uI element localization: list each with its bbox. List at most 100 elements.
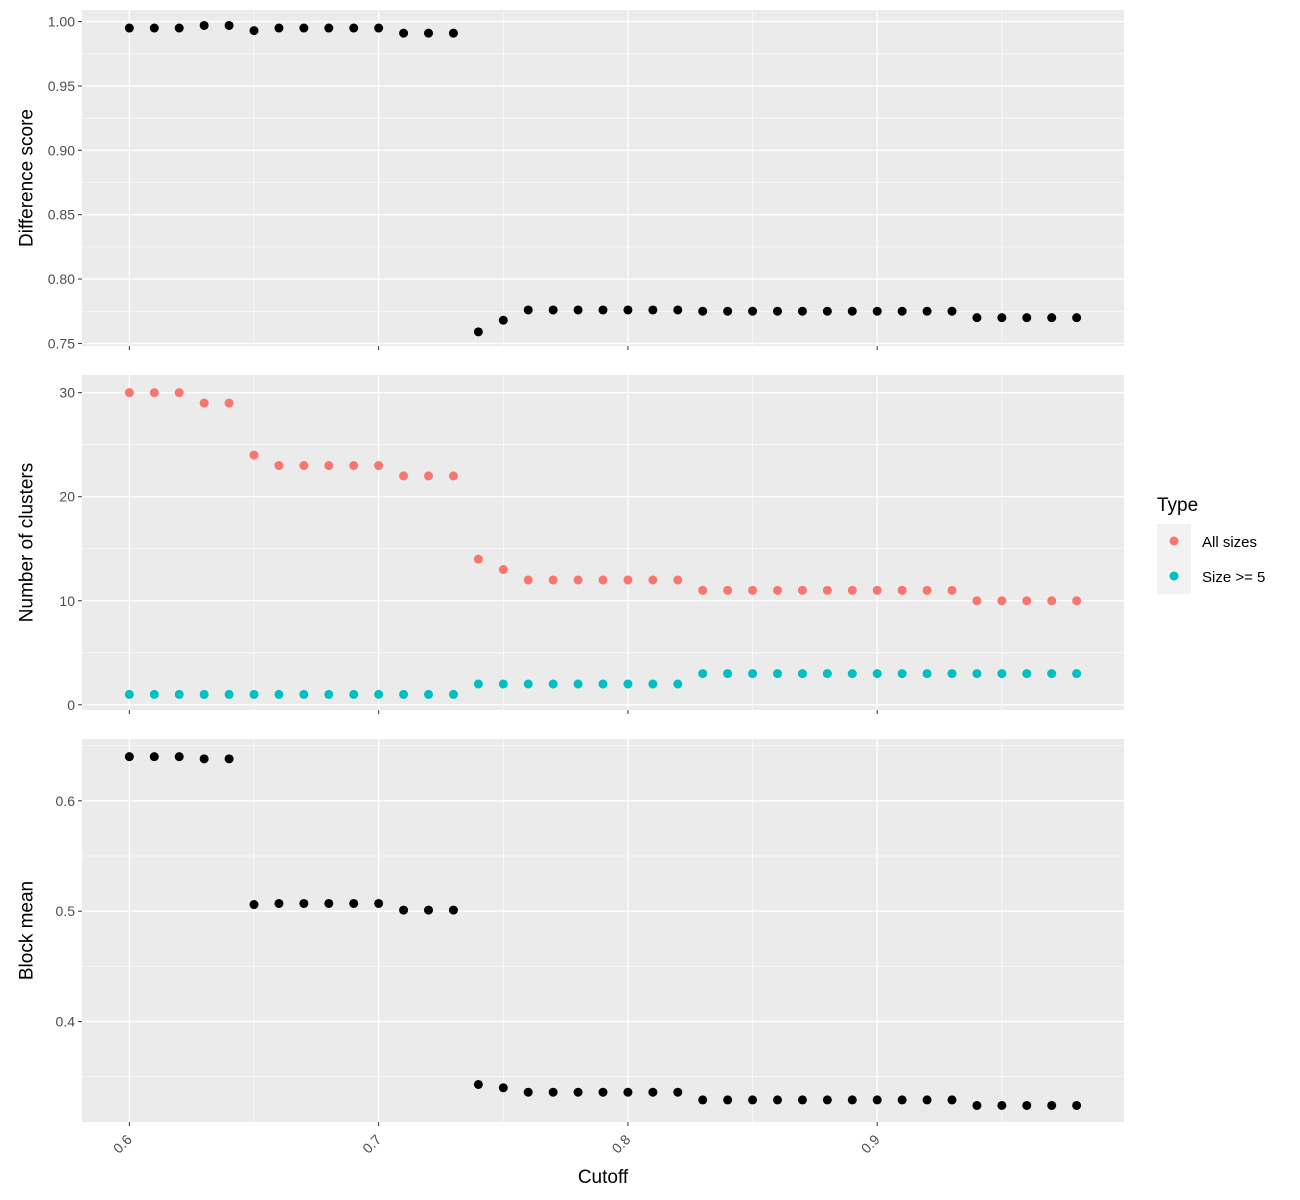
data-point-all-sizes: [573, 575, 583, 585]
data-point-series-1: [349, 898, 359, 908]
data-point-series-1: [897, 1095, 907, 1105]
data-point-size-5: [448, 689, 458, 699]
data-point-size-5: [199, 689, 209, 699]
data-point-series-1: [598, 1087, 608, 1097]
x-axis-title: Cutoff: [578, 1167, 629, 1188]
data-point-all-sizes: [1022, 596, 1032, 606]
data-point-series-1: [548, 305, 558, 315]
y-axis-title: Number of clusters: [17, 463, 38, 622]
data-point-series-1: [748, 1095, 758, 1105]
data-point-series-1: [498, 1083, 508, 1093]
x-tick-label: 0.6: [110, 1131, 135, 1156]
data-point-all-sizes: [698, 585, 708, 595]
data-point-size-5: [897, 669, 907, 679]
data-point-series-1: [448, 905, 458, 915]
data-point-all-sizes: [723, 585, 733, 595]
data-point-series-1: [872, 306, 882, 316]
data-point-all-sizes: [748, 585, 758, 595]
data-point-size-5: [698, 669, 708, 679]
data-point-all-sizes: [772, 585, 782, 595]
legend-key-size-ge-5: [1169, 571, 1179, 581]
data-point-size-5: [673, 679, 683, 689]
y-tick-label: 0.80: [48, 271, 75, 287]
data-point-size-5: [648, 679, 658, 689]
panel-2: 0 10 20 30 Number of clusters: [17, 375, 1124, 714]
data-point-series-1: [772, 1095, 782, 1105]
data-point-series-1: [299, 23, 309, 33]
data-point-size-5: [822, 669, 832, 679]
data-point-series-1: [573, 1087, 583, 1097]
data-point-size-5: [374, 689, 384, 699]
data-point-size-5: [1047, 669, 1057, 679]
data-point-series-1: [149, 752, 159, 762]
data-point-series-1: [623, 1087, 633, 1097]
data-point-series-1: [1047, 1100, 1057, 1110]
data-point-all-sizes: [623, 575, 633, 585]
data-point-all-sizes: [897, 585, 907, 595]
data-point-series-1: [548, 1087, 558, 1097]
data-point-series-1: [997, 1100, 1007, 1110]
data-point-series-1: [623, 305, 633, 315]
data-point-size-5: [623, 679, 633, 689]
data-point-size-5: [249, 689, 259, 699]
y-tick-label: 30: [59, 385, 75, 401]
data-point-size-5: [349, 689, 359, 699]
data-point-size-5: [224, 689, 234, 699]
y-tick-label: 0.75: [48, 335, 75, 351]
x-tick-label: 0.7: [359, 1131, 384, 1156]
y-tick-label: 0.90: [48, 142, 75, 158]
data-point-size-5: [299, 689, 309, 699]
data-point-size-5: [399, 689, 409, 699]
y-tick-label: 0.95: [48, 78, 75, 94]
y-tick-label: 0.6: [56, 793, 76, 809]
data-point-all-sizes: [972, 596, 982, 606]
data-point-series-1: [224, 754, 234, 764]
panel-background: [82, 739, 1124, 1122]
data-point-all-sizes: [648, 575, 658, 585]
x-tick-label: 0.8: [608, 1131, 633, 1156]
data-point-series-1: [723, 1095, 733, 1105]
data-point-series-1: [374, 898, 384, 908]
data-point-series-1: [598, 305, 608, 315]
data-point-series-1: [972, 313, 982, 323]
data-point-series-1: [1022, 1100, 1032, 1110]
data-point-series-1: [224, 20, 234, 30]
data-point-series-1: [523, 305, 533, 315]
data-point-series-1: [947, 306, 957, 316]
data-point-series-1: [174, 23, 184, 33]
data-point-series-1: [673, 305, 683, 315]
y-tick-label: 0: [67, 697, 75, 713]
data-point-all-sizes: [473, 554, 483, 564]
data-point-size-5: [598, 679, 608, 689]
data-point-all-sizes: [249, 450, 259, 460]
data-point-size-5: [847, 669, 857, 679]
data-point-series-1: [174, 752, 184, 762]
data-point-all-sizes: [124, 388, 134, 398]
panel-background: [82, 10, 1124, 346]
data-point-all-sizes: [673, 575, 683, 585]
data-point-series-1: [274, 898, 284, 908]
data-point-series-1: [822, 1095, 832, 1105]
data-point-size-5: [1022, 669, 1032, 679]
data-point-size-5: [797, 669, 807, 679]
data-point-size-5: [174, 689, 184, 699]
data-point-series-1: [523, 1087, 533, 1097]
data-point-size-5: [997, 669, 1007, 679]
data-point-size-5: [772, 669, 782, 679]
data-point-all-sizes: [498, 565, 508, 575]
data-point-all-sizes: [448, 471, 458, 481]
data-point-all-sizes: [797, 585, 807, 595]
data-point-series-1: [723, 306, 733, 316]
data-point-series-1: [473, 1079, 483, 1089]
data-point-all-sizes: [1047, 596, 1057, 606]
data-point-all-sizes: [922, 585, 932, 595]
data-point-all-sizes: [149, 388, 159, 398]
data-point-all-sizes: [399, 471, 409, 481]
data-point-all-sizes: [424, 471, 434, 481]
data-point-series-1: [648, 305, 658, 315]
data-point-series-1: [698, 1095, 708, 1105]
data-point-all-sizes: [299, 461, 309, 471]
data-point-series-1: [249, 900, 259, 910]
